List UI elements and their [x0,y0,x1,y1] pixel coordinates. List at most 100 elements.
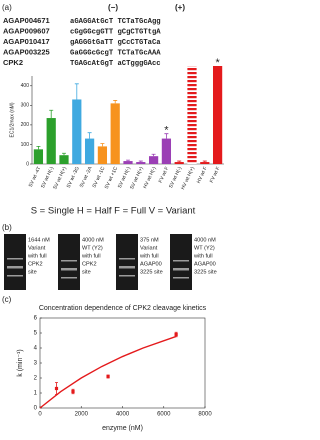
error-bar [74,83,79,100]
gel-caption: 4000 nM [82,237,104,243]
gel-caption: 375 nM [140,237,159,243]
error-bar [100,143,105,147]
y-tick-label: 400 [21,83,30,89]
gene-name: AGAP003225 [3,47,50,56]
y-tick-label: 0 [34,406,38,412]
gene-name: AGAP009607 [3,26,50,35]
y-tick-label: 5 [34,331,38,337]
gel-caption: with full [193,253,213,259]
gel-image [116,234,138,290]
gel-band [173,260,189,262]
bar [72,99,82,164]
bar [59,155,69,164]
gel-caption: Variant [28,245,46,251]
sequence: aGAGGAtGcT TCTaTGcAgg [70,18,161,26]
bars [33,66,223,165]
sequence: GaGGGcGcgT TCTaTGcAAA [70,49,161,57]
gel-band [7,266,23,269]
chart-title: Concentration dependence of CPK2 cleavag… [39,305,207,312]
panel-label: (a) [2,3,12,12]
gene-name: CPK2 [3,58,23,67]
gel-band [173,277,189,279]
gel-caption: 4000 nM [194,237,216,243]
error-bar [177,160,182,163]
error-bar [62,152,66,156]
y-tick-label: 200 [21,122,30,128]
gene-name: AGAP010417 [3,37,50,46]
gel-band [7,258,23,260]
bar [187,66,197,165]
y-tick-label: 1 [34,391,38,397]
error-bar [202,160,207,163]
gel-caption: AGAP00 [140,261,162,267]
bar [212,66,223,165]
figure: (a) (b) (c) (−) (+) S = Single H = Half … [2,3,224,432]
x-tick-label: 2000 [75,412,89,418]
bar [136,162,146,164]
x-tick-label: HV wt H(-) [142,166,157,190]
sequence: TGAGcAtGgT aCTgggGAcc [70,60,161,68]
gel-caption: Variant [140,245,158,251]
point [71,389,75,394]
sequence: cGgGGcgGTT gCgCTGTtgA [70,28,161,36]
x-axis-label: enzyme (nM) [102,425,143,432]
error-bar [49,109,54,119]
x-tick-label: HV wt F [196,166,209,185]
bar [84,138,95,164]
gel-caption: WT (Y2) [82,245,103,251]
gene-name: AGAP004671 [3,16,50,25]
gel-caption: 3225 site [140,269,163,275]
y-tick-label: 3 [34,361,38,367]
error-bar [138,160,143,163]
bar [33,149,44,164]
gel-band [119,275,135,277]
bar [110,103,120,164]
y-tick-label: 2 [34,376,38,382]
x-tick-label: FV wt F [209,166,222,184]
gel-band [7,275,23,277]
error-bar [87,132,92,139]
error-bar [151,153,156,157]
y-tick-label: 0 [26,161,29,167]
gel-caption: with full [27,253,47,259]
y-tick-label: 100 [21,142,30,148]
gel-image [170,234,192,290]
error-bar [36,146,41,150]
y-axis-label: k (min⁻¹) [17,349,24,376]
bar [174,162,184,164]
key-text: S = Single H = Half F = Full V = Variant [31,206,196,217]
annotation: * [164,125,169,137]
gel-caption: CPK2 [82,261,97,267]
x-tick-label: 8000 [198,412,212,418]
gel-caption: site [28,269,37,275]
gel-caption: AGAP00 [194,261,216,267]
bar [46,118,56,164]
x-tick-label: 4000 [116,412,130,418]
plus-strand: (+) [175,3,185,12]
gel-band [61,277,77,279]
gel-caption: with full [81,253,101,259]
x-tick-label: 6000 [157,412,171,418]
point [174,332,178,337]
y-axis-label: EC1/2max (nM) [9,102,15,137]
point [54,386,59,391]
gel-caption: site [82,269,91,275]
bar [148,156,159,164]
y-tick-label: 4 [34,346,38,352]
error-bar [126,159,130,162]
error-bar [113,100,118,104]
bar [200,162,210,164]
gel-band [173,268,189,271]
bar [97,146,108,164]
bar [161,138,172,164]
gel-band [61,260,77,262]
panel-label: (b) [2,223,12,232]
minus-strand: (−) [108,3,118,12]
bar [123,161,133,164]
x-tick-label: FV wt F [158,166,171,184]
error-bar [164,133,169,139]
y-tick-label: 300 [21,103,30,109]
gel-image [58,234,80,290]
gel-band [61,268,77,271]
fit-line [39,335,177,409]
